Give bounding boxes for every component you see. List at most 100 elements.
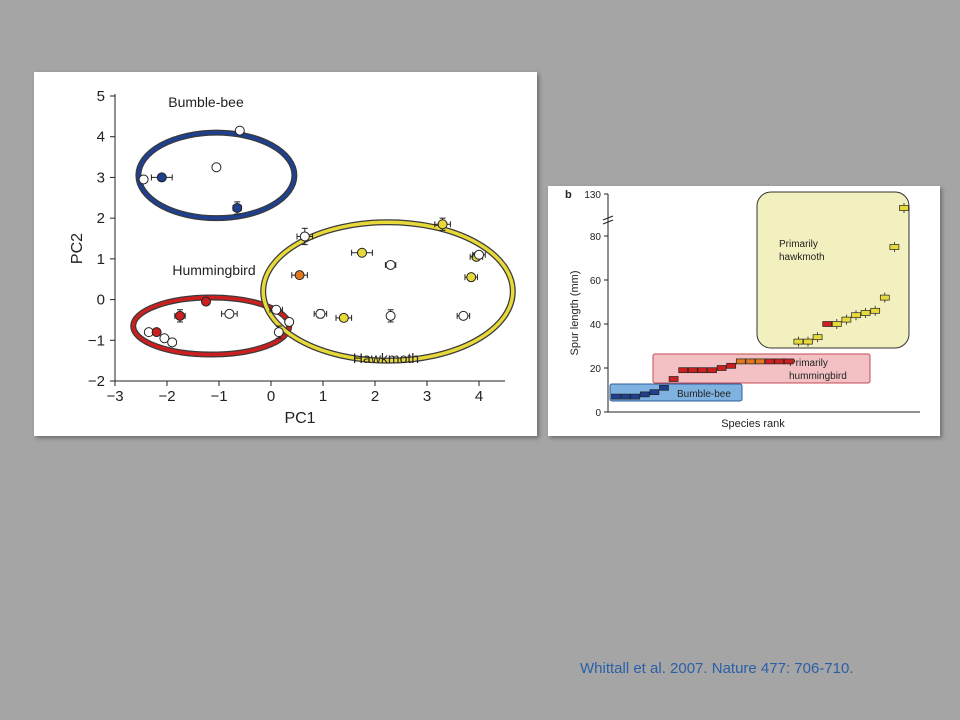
point-marker (889, 244, 900, 250)
y-tick-label: −2 (88, 373, 105, 390)
data-point (464, 272, 478, 283)
point-marker (841, 316, 852, 323)
group-ellipse (136, 130, 297, 220)
point-marker (697, 367, 708, 374)
data-point (232, 201, 243, 215)
point-marker (338, 312, 349, 323)
y-tick-label: 0 (595, 408, 601, 419)
data-point (201, 296, 211, 307)
point-marker (474, 249, 484, 260)
point-marker (735, 358, 746, 365)
point-marker (879, 294, 890, 301)
point-marker (159, 333, 170, 344)
point-marker (639, 391, 650, 398)
data-point (793, 336, 804, 347)
y-tick-label: 130 (584, 190, 601, 201)
data-point (687, 367, 698, 374)
y-tick-label: −1 (88, 332, 105, 349)
point-marker (649, 389, 660, 396)
point-marker (678, 367, 689, 374)
data-point (707, 367, 717, 374)
point-marker (659, 384, 669, 391)
data-point (456, 310, 471, 321)
point-marker (611, 393, 621, 400)
panel-label: b (565, 189, 572, 201)
point-marker (755, 358, 765, 365)
y-axis-label: PC2 (69, 233, 86, 264)
point-marker (299, 231, 310, 242)
data-point (151, 327, 162, 338)
data-point (630, 393, 641, 400)
y-tick-label: 3 (97, 169, 105, 186)
data-point (167, 337, 178, 348)
data-point (269, 304, 283, 315)
data-point (726, 362, 737, 369)
x-tick-label: −1 (210, 388, 227, 405)
data-point (755, 358, 765, 365)
spur-length-panel: Primarily hawkmoth Primarily hummingbird Bum… (548, 186, 940, 436)
data-point (889, 242, 900, 252)
group-label-hawkmoth-line2: hawkmoth (779, 252, 825, 263)
x-axis-label: PC1 (284, 410, 315, 427)
data-point (296, 227, 314, 246)
x-axis-label: Species rank (721, 418, 785, 430)
point-marker (774, 358, 785, 365)
data-point (351, 247, 373, 258)
data-point (234, 125, 245, 136)
data-point (639, 391, 650, 398)
data-point (620, 393, 631, 400)
y-tick-label: 0 (97, 292, 105, 309)
data-point (774, 358, 785, 365)
data-point (831, 319, 842, 329)
point-marker (284, 316, 295, 327)
data-point (273, 325, 284, 339)
data-point (851, 310, 861, 321)
axis-break-mark (602, 219, 614, 225)
point-marker (385, 310, 396, 321)
x-tick-label: 1 (319, 388, 327, 405)
point-marker (458, 310, 469, 321)
pca-panel: −3 −2 −1 0 1 2 3 4 −2 −1 0 1 2 3 4 5 PC1 PC2 Bumble-bee Hum… (34, 72, 537, 436)
x-tick-label: −3 (106, 388, 123, 405)
hummingbird-region (652, 353, 871, 384)
data-point (745, 358, 756, 365)
data-point (860, 308, 871, 318)
point-marker (234, 125, 245, 136)
point-marker (151, 327, 162, 338)
x-tick-label: 4 (475, 388, 483, 405)
data-point (434, 217, 451, 231)
point-marker (271, 304, 282, 315)
group-label-hummingbird-line2: hummingbird (789, 371, 847, 382)
data-point (697, 367, 708, 374)
data-point (649, 389, 660, 396)
y-tick-label: 1 (97, 251, 105, 268)
data-point (335, 312, 353, 323)
x-tick-label: 3 (423, 388, 431, 405)
data-point (870, 305, 881, 316)
group-label-hummingbird: Hummingbird (172, 262, 255, 278)
point-marker (822, 321, 833, 327)
group-label-hawkmoth-line1: Primarily (779, 239, 818, 250)
data-point (678, 367, 689, 374)
y-tick-label: 40 (590, 320, 602, 331)
point-marker (870, 307, 881, 314)
x-tick-label: 2 (371, 388, 379, 405)
data-point (783, 358, 794, 365)
group-label-hummingbird-line1: Primarily (789, 358, 828, 369)
spur-length-chart: Primarily hawkmoth Primarily hummingbird Bum… (565, 189, 920, 430)
point-marker (687, 367, 698, 374)
point-marker (138, 174, 149, 185)
point-marker (899, 205, 909, 211)
point-marker (707, 367, 717, 374)
point-marker (294, 270, 305, 281)
data-point (211, 162, 222, 173)
x-tick-label: −2 (158, 388, 175, 405)
data-point (291, 270, 308, 281)
point-marker (175, 310, 185, 321)
citation-text: Whittall et al. 2007. Nature 477: 706-71… (580, 660, 854, 677)
data-point (159, 333, 170, 344)
y-axis-label: Spur length (mm) (569, 271, 581, 356)
data-point (899, 203, 909, 213)
data-point (150, 172, 173, 183)
point-marker (851, 312, 861, 319)
